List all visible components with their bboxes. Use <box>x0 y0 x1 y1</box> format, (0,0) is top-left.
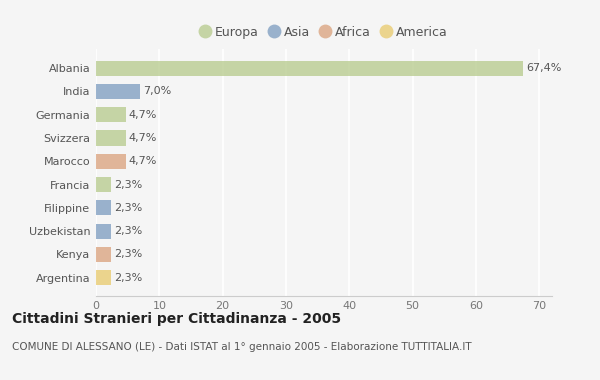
Text: Cittadini Stranieri per Cittadinanza - 2005: Cittadini Stranieri per Cittadinanza - 2… <box>12 312 341 326</box>
Text: 4,7%: 4,7% <box>129 133 157 143</box>
Text: 2,3%: 2,3% <box>114 272 142 283</box>
Text: 7,0%: 7,0% <box>143 87 172 97</box>
Text: 4,7%: 4,7% <box>129 156 157 166</box>
Bar <box>96 200 110 215</box>
Bar <box>96 270 110 285</box>
Bar <box>96 154 126 169</box>
Text: 4,7%: 4,7% <box>129 110 157 120</box>
Bar <box>96 177 110 192</box>
Legend: Europa, Asia, Africa, America: Europa, Asia, Africa, America <box>195 21 453 44</box>
Text: 2,3%: 2,3% <box>114 226 142 236</box>
Text: 67,4%: 67,4% <box>526 63 562 73</box>
Text: 2,3%: 2,3% <box>114 249 142 259</box>
Bar <box>96 247 110 262</box>
Bar <box>96 84 140 99</box>
Text: 2,3%: 2,3% <box>114 179 142 190</box>
Text: COMUNE DI ALESSANO (LE) - Dati ISTAT al 1° gennaio 2005 - Elaborazione TUTTITALI: COMUNE DI ALESSANO (LE) - Dati ISTAT al … <box>12 342 472 352</box>
Bar <box>96 130 126 146</box>
Text: 2,3%: 2,3% <box>114 203 142 213</box>
Bar <box>96 107 126 122</box>
Bar <box>96 61 523 76</box>
Bar <box>96 223 110 239</box>
